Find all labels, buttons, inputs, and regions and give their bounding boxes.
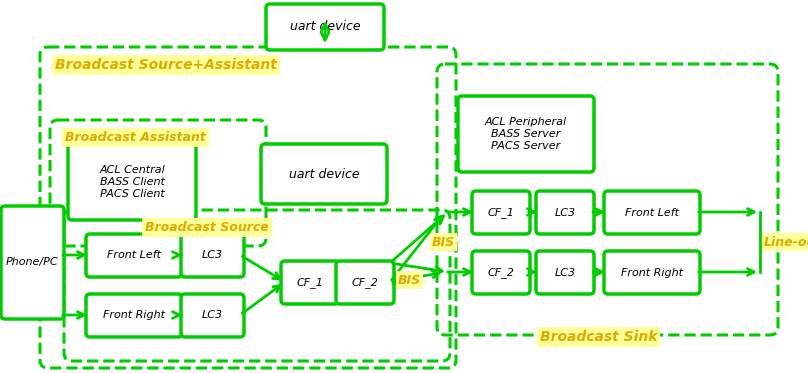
FancyBboxPatch shape xyxy=(86,294,182,337)
FancyBboxPatch shape xyxy=(181,234,244,277)
FancyBboxPatch shape xyxy=(266,4,384,50)
Text: CF_2: CF_2 xyxy=(351,277,378,288)
Text: ACL Peripheral
BASS Server
PACS Server: ACL Peripheral BASS Server PACS Server xyxy=(485,117,567,151)
FancyBboxPatch shape xyxy=(336,261,394,304)
Text: CF_1: CF_1 xyxy=(297,277,323,288)
Text: Line-out: Line-out xyxy=(764,235,808,248)
Text: BIS: BIS xyxy=(432,235,455,248)
FancyBboxPatch shape xyxy=(472,251,530,294)
FancyBboxPatch shape xyxy=(472,191,530,234)
Text: Front Left: Front Left xyxy=(107,251,161,260)
FancyBboxPatch shape xyxy=(281,261,339,304)
Text: Broadcast Sink: Broadcast Sink xyxy=(540,330,658,344)
Text: Phone/PC: Phone/PC xyxy=(6,257,59,267)
FancyBboxPatch shape xyxy=(604,251,700,294)
FancyBboxPatch shape xyxy=(536,251,594,294)
Text: Front Right: Front Right xyxy=(621,267,683,278)
Text: Front Right: Front Right xyxy=(103,310,165,320)
Text: uart device: uart device xyxy=(290,21,360,34)
Text: uart device: uart device xyxy=(280,167,368,181)
Text: BIS: BIS xyxy=(398,273,421,286)
FancyBboxPatch shape xyxy=(68,144,196,220)
Text: Front Left: Front Left xyxy=(625,207,679,217)
Text: Broadcast Source+Assistant: Broadcast Source+Assistant xyxy=(55,58,277,72)
Text: CF_1: CF_1 xyxy=(487,207,515,218)
Text: LC3: LC3 xyxy=(554,267,575,278)
Text: LC3: LC3 xyxy=(202,251,223,260)
FancyBboxPatch shape xyxy=(536,191,594,234)
Text: LC3: LC3 xyxy=(554,207,575,217)
Text: LC3: LC3 xyxy=(202,310,223,320)
Text: Broadcast Source: Broadcast Source xyxy=(145,221,269,234)
FancyBboxPatch shape xyxy=(261,144,387,204)
Text: ACL Central
BASS Client
PACS Client: ACL Central BASS Client PACS Client xyxy=(99,165,165,198)
FancyBboxPatch shape xyxy=(458,96,594,172)
FancyBboxPatch shape xyxy=(604,191,700,234)
Text: Broadcast Assistant: Broadcast Assistant xyxy=(65,131,206,144)
FancyBboxPatch shape xyxy=(181,294,244,337)
FancyBboxPatch shape xyxy=(86,234,182,277)
FancyBboxPatch shape xyxy=(1,206,64,319)
Text: CF_2: CF_2 xyxy=(487,267,515,278)
